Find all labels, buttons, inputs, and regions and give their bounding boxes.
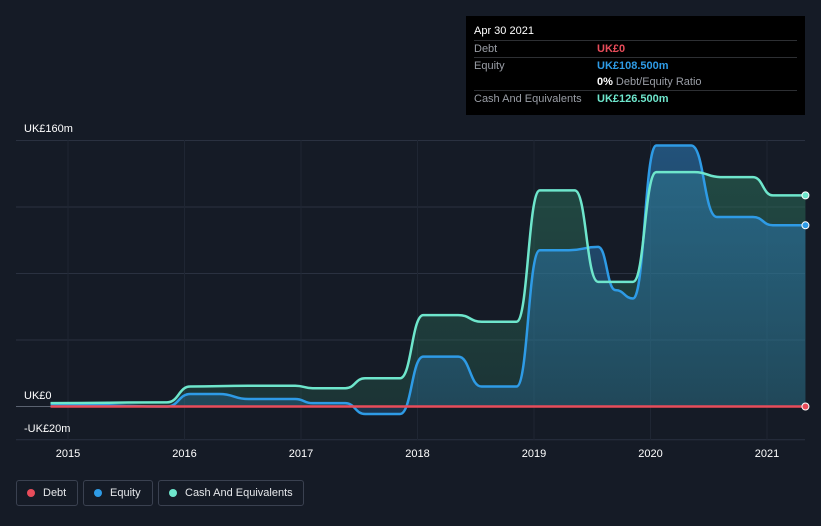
x-tick-label: 2017 — [289, 448, 313, 460]
tooltip-panel: Apr 30 2021 Debt UK£0 Equity UK£108.500m… — [466, 16, 805, 115]
tooltip-equity-label: Equity — [474, 60, 505, 72]
cash-dot-icon — [169, 489, 177, 497]
legend-equity-label: Equity — [110, 487, 141, 499]
tooltip-row-cash: Cash And Equivalents UK£126.500m — [474, 90, 797, 107]
tooltip-debt-label: Debt — [474, 43, 498, 55]
series-lines — [50, 144, 810, 416]
cash-end-point — [801, 191, 810, 200]
y-tick-label: UK£160m — [24, 123, 73, 135]
x-tick-label: 2019 — [522, 448, 546, 460]
legend-debt[interactable]: Debt — [16, 480, 78, 506]
x-tick-label: 2016 — [172, 448, 196, 460]
tooltip-row-equity: Equity UK£108.500m — [474, 57, 797, 74]
series-areas — [50, 145, 806, 414]
axis-labels: 2015 2016 2017 2018 2019 2020 2021 UK£160m UK£0 -… — [24, 123, 779, 460]
tooltip-debt-value: UK£0 — [597, 43, 626, 55]
y-tick-label: UK£0 — [24, 390, 52, 402]
x-tick-label: 2020 — [638, 448, 662, 460]
tooltip-cash-value: UK£126.500m — [597, 93, 669, 105]
debt-dot-icon — [27, 489, 35, 497]
tooltip-date: Apr 30 2021 — [474, 25, 534, 37]
tooltip-ratio-label: Debt/Equity Ratio — [615, 76, 702, 88]
equity-dot-icon — [94, 489, 102, 497]
y-tick-label: -UK£20m — [24, 423, 70, 435]
x-tick-label: 2015 — [56, 448, 80, 460]
tooltip-ratio-value: 0% — [597, 76, 613, 88]
debt-end-point — [801, 402, 810, 411]
x-tick-label: 2021 — [755, 448, 779, 460]
tooltip-row-ratio: 0% Debt/Equity Ratio — [474, 74, 797, 90]
equity-end-point — [801, 221, 810, 230]
tooltip-cash-label: Cash And Equivalents — [474, 93, 582, 105]
legend-cash[interactable]: Cash And Equivalents — [158, 480, 304, 506]
x-tick-label: 2018 — [405, 448, 429, 460]
cash-line — [50, 170, 806, 405]
legend-debt-label: Debt — [43, 487, 67, 499]
legend-cash-label: Cash And Equivalents — [185, 487, 293, 499]
equity-line — [50, 144, 806, 416]
tooltip-equity-value: UK£108.500m — [597, 60, 669, 72]
tooltip-row-debt: Debt UK£0 — [474, 40, 797, 57]
legend-equity[interactable]: Equity — [83, 480, 153, 506]
equity-area — [50, 145, 806, 414]
